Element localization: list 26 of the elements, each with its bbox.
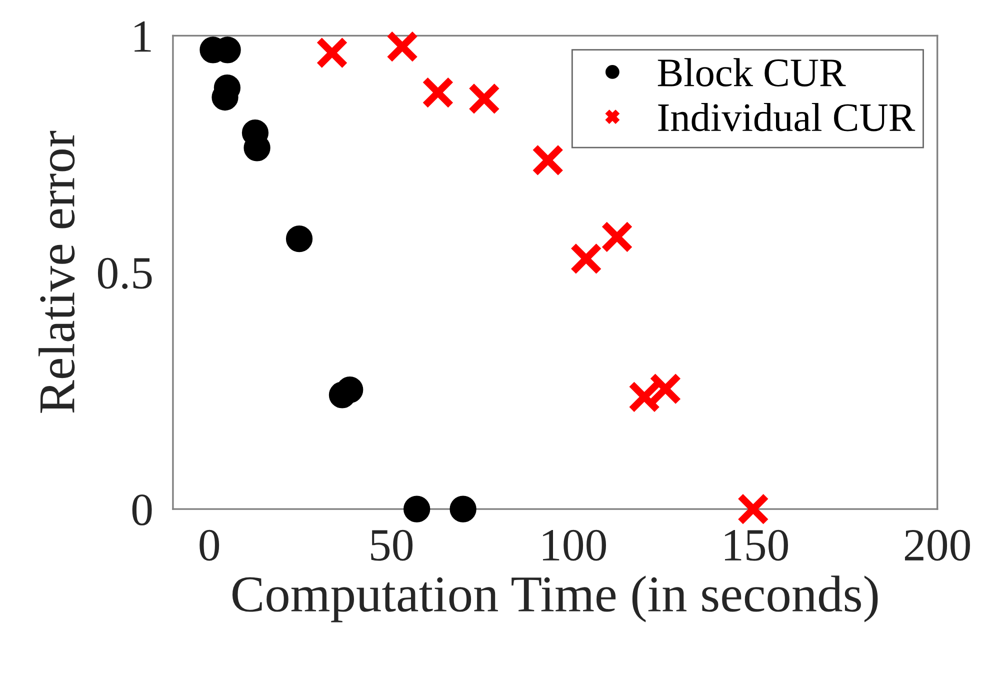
point — [336, 376, 364, 404]
y-axis-title: Relative error — [38, 130, 75, 413]
y-tick-label: 0.5 — [98, 258, 152, 289]
point — [570, 242, 602, 275]
point — [386, 30, 418, 63]
point — [316, 36, 348, 69]
legend-label: Block CUR — [658, 58, 846, 86]
x-tick-label: 100 — [543, 530, 606, 561]
x-tick-label: 50 — [371, 530, 413, 561]
x-tick-label: 0 — [200, 530, 220, 561]
point — [286, 225, 313, 252]
x-axis-title: Computation Time (in seconds) — [232, 576, 878, 622]
point — [422, 76, 454, 109]
point — [737, 492, 770, 526]
point — [532, 144, 564, 176]
point — [649, 372, 682, 405]
x-tick-label: 200 — [904, 530, 970, 561]
point — [468, 82, 500, 115]
y-tick-label: 1 — [134, 21, 151, 52]
point — [404, 496, 430, 522]
x-tick-label: 150 — [725, 530, 788, 561]
point — [450, 496, 476, 522]
y-tick-label: 0 — [132, 494, 152, 526]
point — [600, 220, 634, 253]
point — [628, 380, 660, 413]
legend-label: Individual CUR — [658, 102, 916, 132]
